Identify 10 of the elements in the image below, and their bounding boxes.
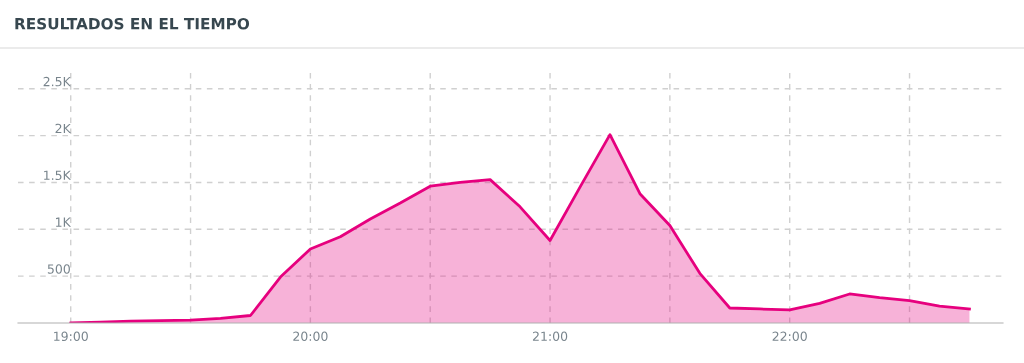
x-tick-label: 21:00 (532, 331, 568, 342)
x-tick-label: 19:00 (54, 331, 88, 342)
y-tick-label: 500 (47, 264, 70, 274)
chart-title: RESULTADOS EN EL TIEMPO (15, 17, 250, 30)
x-tick-label: 20:00 (293, 331, 328, 342)
y-tick-label: 1K (56, 217, 72, 227)
y-tick-label: 1.5K (44, 170, 72, 181)
y-tick-label: 2.5K (43, 76, 72, 87)
x-tick-label: 22:00 (772, 331, 807, 342)
y-tick-label: 2K (55, 123, 72, 133)
